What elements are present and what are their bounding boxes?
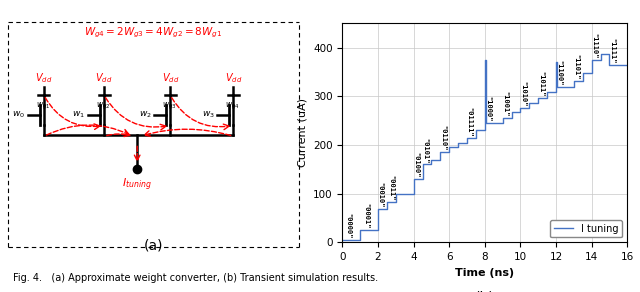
I tuning: [543, 96, 551, 100]
I tuning: [553, 60, 561, 64]
Text: $V_{dd}$: $V_{dd}$: [225, 72, 242, 85]
I tuning: [419, 177, 426, 181]
Text: "0010": "0010": [378, 182, 383, 208]
Text: $w_3$: $w_3$: [202, 110, 214, 120]
Text: "1001": "1001": [502, 91, 508, 117]
Text: "0110": "0110": [440, 125, 446, 151]
Text: "0001": "0001": [364, 203, 369, 229]
Text: $w_{g3}$: $w_{g3}$: [163, 101, 177, 112]
I tuning: [374, 228, 382, 232]
Text: "1110": "1110": [591, 33, 597, 58]
Text: $w_{g4}$: $w_{g4}$: [225, 101, 240, 112]
Text: $w_2$: $w_2$: [138, 110, 151, 120]
Y-axis label: Current (uA): Current (uA): [298, 98, 307, 167]
Text: "1101": "1101": [573, 54, 579, 79]
Text: "0011": "0011": [388, 175, 394, 201]
I tuning: [516, 110, 524, 114]
Text: "1111": "1111": [609, 38, 615, 63]
Text: "1011": "1011": [538, 71, 544, 96]
Text: "0000": "0000": [346, 213, 351, 239]
Text: $V_{dd}$: $V_{dd}$: [95, 72, 113, 85]
I tuning: [623, 63, 631, 67]
I tuning: [392, 192, 399, 195]
X-axis label: Time (ns): Time (ns): [455, 268, 515, 278]
Text: $w_{g2}$: $w_{g2}$: [96, 101, 111, 112]
Text: $I_{tuning}$: $I_{tuning}$: [122, 177, 152, 193]
Text: "1010": "1010": [520, 81, 526, 106]
Text: "1000": "1000": [485, 96, 492, 122]
Text: "1100": "1100": [557, 60, 563, 85]
Line: I tuning: I tuning: [342, 53, 627, 240]
Text: $w_1$: $w_1$: [72, 110, 85, 120]
I tuning: [339, 238, 346, 242]
Text: $w_0$: $w_0$: [12, 110, 25, 120]
Text: Fig. 4.   (a) Approximate weight converter, (b) Transient simulation results.: Fig. 4. (a) Approximate weight converter…: [13, 273, 378, 283]
Text: (b): (b): [475, 291, 495, 292]
Text: "0101": "0101": [422, 138, 428, 163]
Text: (a): (a): [144, 239, 163, 253]
Text: "0100": "0100": [413, 152, 419, 178]
I tuning: [596, 52, 604, 55]
Text: $W_{g4}=2W_{g3}=4W_{g2}=8W_{g1}$: $W_{g4}=2W_{g3}=4W_{g2}=8W_{g1}$: [84, 25, 223, 40]
Text: "01111": "01111": [467, 107, 473, 136]
Text: $V_{dd}$: $V_{dd}$: [35, 72, 52, 85]
Legend: I tuning: I tuning: [550, 220, 622, 237]
Text: $w_{g1}$: $w_{g1}$: [36, 101, 51, 112]
Text: $V_{dd}$: $V_{dd}$: [162, 72, 179, 85]
